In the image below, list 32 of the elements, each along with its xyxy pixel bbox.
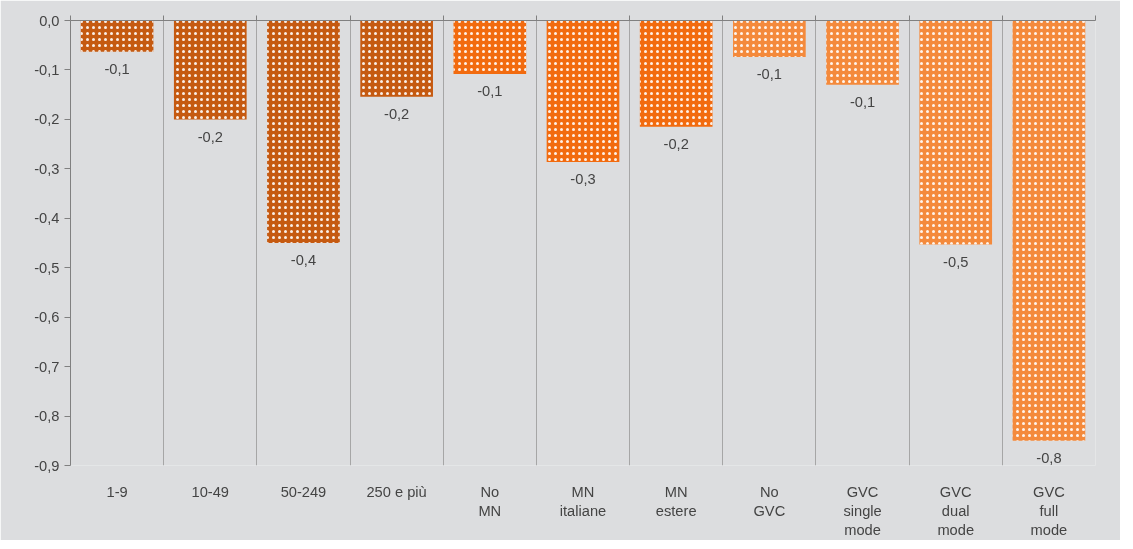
data-label: -0,1 bbox=[477, 83, 503, 100]
x-tick-label: 1-9 bbox=[106, 483, 128, 500]
x-tick-label: GVC single mode bbox=[843, 483, 882, 538]
y-tick-label: -0,6 bbox=[34, 309, 60, 326]
x-tick-label: No GVC bbox=[753, 483, 786, 519]
data-label: -0,4 bbox=[290, 252, 317, 269]
y-tick-label: -0,5 bbox=[34, 259, 60, 276]
y-tick-label: -0,7 bbox=[34, 358, 60, 375]
x-tick-label: GVC full mode bbox=[1030, 483, 1068, 538]
y-tick-label: -0,3 bbox=[34, 160, 60, 177]
x-tick-label: 250 e più bbox=[366, 483, 427, 500]
data-label: -0,8 bbox=[1036, 450, 1062, 467]
y-tick-label: -0,2 bbox=[34, 111, 60, 128]
data-label: -0,2 bbox=[663, 136, 689, 153]
y-tick-label: -0,8 bbox=[34, 408, 60, 425]
x-tick-label: MN estere bbox=[655, 483, 697, 519]
data-label: -0,2 bbox=[197, 128, 223, 145]
data-label: -0,1 bbox=[849, 94, 876, 111]
y-tick-label: -0,9 bbox=[34, 457, 60, 474]
x-tick-label: No MN bbox=[478, 483, 502, 519]
data-label: -0,5 bbox=[943, 253, 969, 270]
x-tick-label: GVC dual mode bbox=[937, 483, 975, 538]
data-label: -0,3 bbox=[570, 171, 596, 188]
x-tick-label: 10-49 bbox=[191, 483, 230, 500]
y-tick-label: -0,1 bbox=[34, 61, 60, 78]
y-tick-label: -0,4 bbox=[34, 210, 60, 227]
data-label: -0,2 bbox=[384, 106, 410, 123]
data-label: -0,1 bbox=[756, 66, 782, 83]
data-label: -0,1 bbox=[104, 61, 130, 78]
y-tick-label: 0,0 bbox=[39, 12, 60, 29]
x-tick-label: MN italiane bbox=[559, 483, 607, 519]
x-tick-label: 50-249 bbox=[280, 483, 327, 500]
